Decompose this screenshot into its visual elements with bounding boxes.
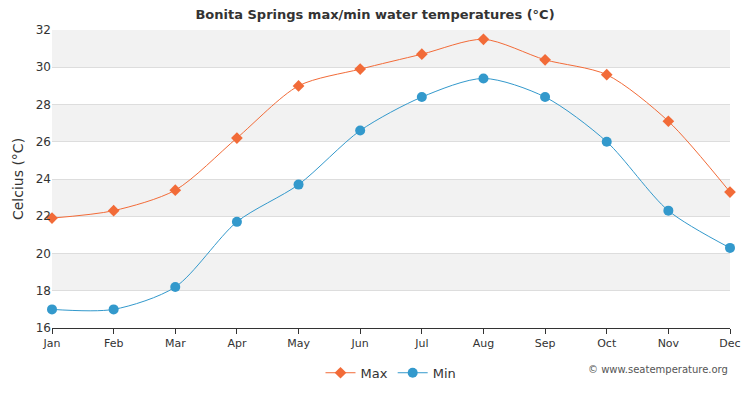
svg-text:Nov: Nov xyxy=(658,337,680,350)
svg-text:Mar: Mar xyxy=(165,337,186,350)
svg-text:Max: Max xyxy=(361,366,388,381)
svg-text:Jun: Jun xyxy=(351,337,369,350)
svg-text:Feb: Feb xyxy=(104,337,123,350)
svg-text:Dec: Dec xyxy=(719,337,740,350)
svg-text:Jul: Jul xyxy=(414,337,428,350)
svg-text:26: 26 xyxy=(36,135,51,149)
svg-text:Aug: Aug xyxy=(473,337,494,350)
svg-text:Celcius (°C): Celcius (°C) xyxy=(10,138,26,220)
svg-text:Sep: Sep xyxy=(535,337,556,350)
svg-text:24: 24 xyxy=(36,172,51,186)
svg-text:Apr: Apr xyxy=(227,337,247,350)
svg-text:Jan: Jan xyxy=(43,337,61,350)
svg-text:Bonita Springs max/min water t: Bonita Springs max/min water temperature… xyxy=(195,7,554,22)
svg-text:© www.seatemperature.org: © www.seatemperature.org xyxy=(588,364,728,375)
svg-text:Min: Min xyxy=(433,366,456,381)
svg-text:28: 28 xyxy=(36,98,51,112)
svg-text:30: 30 xyxy=(36,60,51,74)
svg-text:Oct: Oct xyxy=(597,337,617,350)
svg-text:22: 22 xyxy=(36,209,51,223)
svg-text:32: 32 xyxy=(36,23,51,37)
svg-text:16: 16 xyxy=(36,321,51,335)
svg-text:20: 20 xyxy=(36,247,51,261)
svg-text:18: 18 xyxy=(36,284,51,298)
svg-text:May: May xyxy=(287,337,310,350)
